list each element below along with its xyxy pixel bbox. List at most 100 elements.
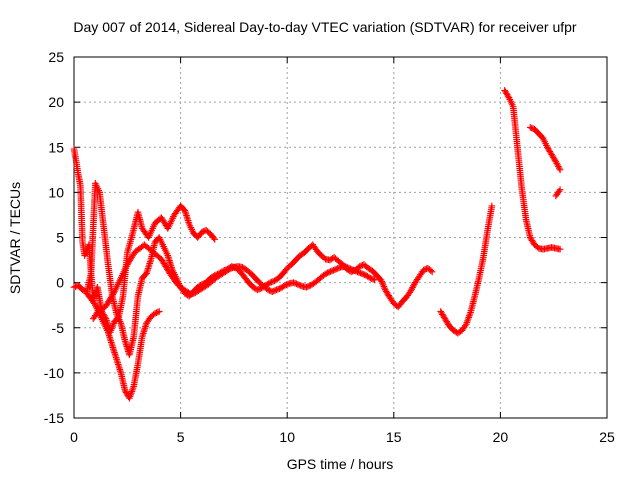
data-point-3-174 bbox=[305, 282, 313, 290]
chart-title: Day 007 of 2014, Sidereal Day-to-day VTE… bbox=[73, 19, 577, 35]
data-point-2-110 bbox=[151, 310, 159, 317]
x-tick-label-0: 0 bbox=[70, 429, 78, 445]
data-point-3-205 bbox=[349, 266, 357, 274]
x-tick-label-5: 25 bbox=[599, 429, 615, 445]
data-point-1-456 bbox=[423, 265, 430, 273]
data-point-5-101 bbox=[556, 245, 564, 253]
data-point-0-241 bbox=[180, 205, 188, 213]
data-point-1-314 bbox=[254, 286, 261, 294]
data-point-3-118 bbox=[229, 264, 236, 272]
data-point-3-186 bbox=[322, 270, 330, 277]
data-point-3-187 bbox=[324, 269, 332, 276]
data-point-3-145 bbox=[264, 286, 272, 294]
data-point-3-192 bbox=[331, 266, 339, 273]
data-point-3-168 bbox=[297, 282, 305, 289]
data-point-3-208 bbox=[354, 268, 361, 276]
data-point-1-460 bbox=[428, 268, 436, 276]
data-point-3-204 bbox=[348, 266, 356, 273]
data-point-1-368 bbox=[320, 254, 328, 262]
data-point-1-394 bbox=[356, 263, 363, 270]
y-tick-label-4: 5 bbox=[56, 230, 64, 246]
data-point-3-173 bbox=[304, 283, 312, 290]
x-tick-label-2: 10 bbox=[279, 429, 295, 445]
data-point-3-116 bbox=[226, 265, 233, 273]
data-point-3-203 bbox=[347, 265, 354, 273]
data-point-7-4 bbox=[556, 186, 564, 193]
data-point-3-191 bbox=[330, 266, 337, 274]
data-point-3-201 bbox=[344, 264, 351, 271]
data-point-1-315 bbox=[255, 285, 263, 293]
data-point-3-199 bbox=[341, 263, 349, 270]
points-layer bbox=[70, 87, 564, 402]
data-point-7-3 bbox=[555, 187, 563, 195]
data-point-3-146 bbox=[266, 287, 273, 294]
data-point-3-220 bbox=[371, 276, 378, 284]
data-point-6-1 bbox=[528, 124, 535, 132]
data-point-2-7 bbox=[90, 300, 98, 307]
series-4 bbox=[437, 202, 496, 337]
data-point-3-167 bbox=[295, 281, 303, 289]
data-point-1-316 bbox=[256, 285, 264, 292]
data-point-3-206 bbox=[351, 267, 359, 274]
y-tick-label-1: -10 bbox=[44, 365, 64, 381]
data-point-3-90 bbox=[189, 290, 196, 298]
data-point-3-91 bbox=[190, 289, 198, 297]
data-point-1-8 bbox=[80, 287, 88, 294]
grid-layer bbox=[74, 57, 607, 418]
y-tick-label-2: -5 bbox=[52, 320, 65, 336]
data-point-3-159 bbox=[284, 280, 292, 288]
data-point-3-166 bbox=[294, 281, 302, 288]
data-point-1-459 bbox=[427, 267, 435, 274]
data-point-3-200 bbox=[342, 263, 350, 271]
data-point-3-188 bbox=[325, 268, 333, 276]
data-point-3-219 bbox=[369, 276, 377, 283]
data-point-3-194 bbox=[334, 265, 341, 272]
axes-layer: 0 5 10 15 20 25 -15 -10 -5 0 5 10 15 20 25 bbox=[44, 49, 615, 445]
data-point-3-190 bbox=[328, 267, 336, 275]
data-point-2-112 bbox=[154, 308, 162, 316]
y-tick-label-8: 25 bbox=[48, 49, 64, 65]
data-point-1-324 bbox=[268, 278, 275, 286]
data-point-3-163 bbox=[290, 279, 297, 286]
data-point-3-153 bbox=[276, 285, 283, 292]
y-tick-label-6: 15 bbox=[48, 139, 64, 155]
data-point-3-151 bbox=[273, 286, 280, 294]
series-7 bbox=[552, 186, 564, 200]
data-point-2-111 bbox=[153, 309, 160, 317]
data-point-6-30 bbox=[555, 164, 563, 172]
data-point-3-158 bbox=[283, 281, 290, 289]
data-point-0-263 bbox=[198, 228, 206, 236]
series-3 bbox=[89, 241, 378, 323]
data-point-1-396 bbox=[359, 261, 366, 269]
y-tick-label-7: 20 bbox=[48, 94, 64, 110]
data-point-3-164 bbox=[291, 279, 299, 287]
data-point-3-217 bbox=[367, 274, 374, 282]
y-tick-label-0: -15 bbox=[44, 410, 64, 426]
data-point-1-202 bbox=[142, 271, 149, 279]
data-point-3-117 bbox=[227, 265, 235, 272]
series-5 bbox=[501, 87, 564, 253]
data-point-3-212 bbox=[359, 270, 367, 278]
x-tick-label-4: 20 bbox=[493, 429, 509, 445]
data-point-3-148 bbox=[268, 288, 276, 295]
data-point-3-218 bbox=[368, 275, 376, 283]
data-point-3-89 bbox=[187, 291, 195, 298]
data-point-4-88 bbox=[488, 202, 496, 210]
data-point-3-149 bbox=[270, 287, 277, 295]
data-point-5-85 bbox=[534, 243, 541, 251]
data-point-3-210 bbox=[357, 269, 364, 277]
data-point-3-156 bbox=[280, 282, 287, 290]
data-point-6-31 bbox=[556, 166, 564, 174]
y-axis-label: SDTVAR / TECUs bbox=[7, 182, 23, 294]
data-point-0-272 bbox=[210, 234, 217, 242]
data-point-3-150 bbox=[271, 287, 279, 294]
x-tick-label-3: 15 bbox=[386, 429, 402, 445]
data-point-3-152 bbox=[274, 285, 282, 293]
data-point-3-172 bbox=[303, 283, 310, 291]
data-point-0-273 bbox=[211, 236, 219, 243]
y-tick-label-3: 0 bbox=[56, 275, 64, 291]
data-point-3-213 bbox=[361, 271, 368, 279]
